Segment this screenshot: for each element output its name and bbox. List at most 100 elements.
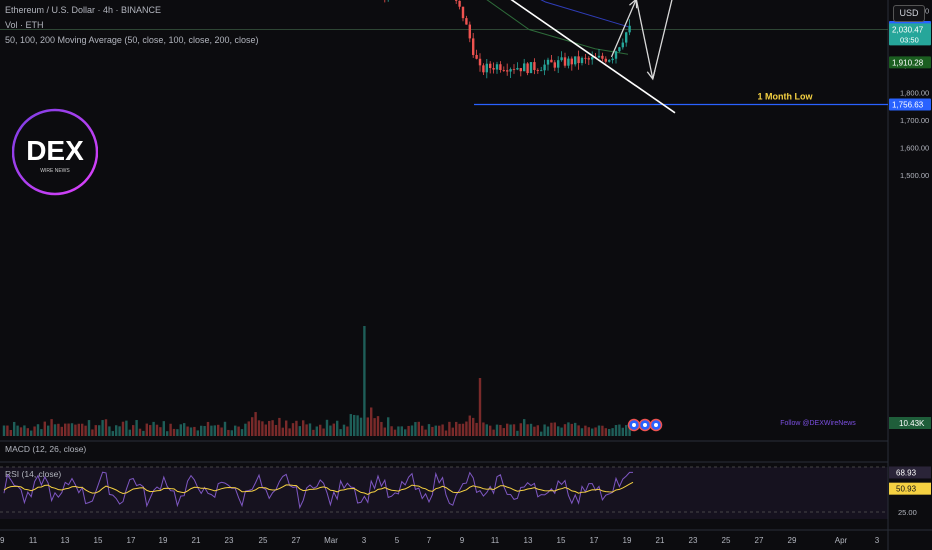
- volume-bar: [183, 423, 186, 436]
- volume-bar: [111, 431, 114, 436]
- volume-bar: [308, 423, 312, 436]
- volume-bar: [502, 428, 505, 436]
- volume-bar: [128, 429, 131, 436]
- candle-body: [580, 57, 584, 64]
- event-flag-icon: [649, 418, 663, 432]
- candle-body: [478, 58, 482, 66]
- volume-bar: [499, 424, 502, 436]
- volume-bar: [43, 421, 46, 436]
- volume-bar: [223, 421, 227, 436]
- volume-bar: [125, 420, 128, 436]
- logo-subtext: WIRE NEWS: [40, 168, 70, 174]
- time-axis-tick: 15: [94, 536, 103, 545]
- candle-body: [587, 58, 590, 60]
- volume-bar: [291, 423, 295, 436]
- volume-bar: [332, 423, 335, 436]
- time-axis-tick: Apr: [835, 536, 848, 545]
- volume-bar: [366, 417, 369, 436]
- volume-bar: [529, 423, 533, 436]
- currency-button[interactable]: USD: [893, 5, 925, 22]
- volume-bar: [121, 421, 125, 436]
- volume-bar: [560, 427, 563, 436]
- volume-bar: [373, 418, 376, 436]
- volume-tag: [889, 417, 931, 429]
- time-axis-tick: 17: [127, 536, 136, 545]
- volume-bar: [70, 423, 74, 436]
- price-tag: [889, 56, 931, 69]
- volume-bar: [325, 419, 329, 436]
- time-axis-tick: 13: [524, 536, 533, 545]
- volume-bar: [81, 423, 84, 436]
- time-axis-tick: 19: [159, 536, 168, 545]
- time-axis-tick: 11: [29, 536, 38, 545]
- candle-body: [601, 55, 604, 59]
- volume-bar: [597, 425, 601, 436]
- volume-bar: [74, 424, 77, 436]
- volume-bar: [434, 425, 437, 436]
- volume-bar: [618, 424, 621, 436]
- volume-bar: [546, 426, 550, 436]
- volume-bar: [16, 425, 19, 436]
- volume-bar: [271, 420, 274, 436]
- time-axis-tick: 27: [292, 536, 301, 545]
- volume-bar: [584, 425, 587, 436]
- volume-bar: [387, 417, 390, 436]
- price-tag: [889, 98, 931, 111]
- volume-bar: [523, 419, 526, 436]
- projection-path: [610, 0, 673, 80]
- candle-body: [465, 18, 468, 25]
- time-axis-tick: 9: [0, 536, 5, 545]
- candle-body: [628, 25, 631, 33]
- candle-body: [550, 59, 553, 63]
- rsi-label: RSI (14, close): [5, 469, 61, 479]
- volume-bar: [485, 424, 488, 436]
- candle-body: [543, 64, 546, 71]
- event-flag-icon: [627, 418, 641, 432]
- candle-body: [516, 68, 519, 70]
- volume-bar: [281, 427, 284, 436]
- volume-bar: [227, 429, 230, 436]
- volume-bar: [251, 417, 254, 436]
- volume-bar: [339, 429, 342, 436]
- volume-bar: [104, 419, 108, 436]
- volume-bar: [200, 425, 203, 436]
- candle-body: [499, 64, 502, 70]
- price-tag: [889, 23, 931, 46]
- volume-bar: [264, 424, 267, 436]
- volume-bar: [417, 421, 420, 436]
- volume-bar: [145, 423, 148, 436]
- volume-bar: [203, 425, 206, 436]
- volume-bar: [274, 424, 278, 436]
- rsi-ma-line: [3, 481, 634, 495]
- watermark: Follow @DEXWireNews: [780, 420, 856, 427]
- volume-bar: [240, 429, 244, 436]
- volume-bar: [455, 421, 458, 436]
- volume-bar: [220, 427, 223, 436]
- volume-bar: [461, 423, 465, 436]
- volume-bar: [601, 425, 604, 436]
- volume-bar: [217, 424, 220, 436]
- volume-bar: [77, 423, 80, 436]
- time-axis-tick: 21: [192, 536, 201, 545]
- rsi-ma-tag-label: 50.93: [896, 485, 917, 494]
- volume-bar: [186, 426, 189, 436]
- time-axis-tick: 11: [491, 536, 500, 545]
- volume-bar: [268, 420, 271, 436]
- volume-bar: [50, 419, 53, 436]
- volume-bar: [577, 425, 580, 436]
- projection-arrowhead: [629, 0, 638, 9]
- candle-body: [523, 63, 526, 72]
- candle-body: [492, 68, 495, 70]
- volume-bar: [247, 421, 250, 436]
- volume-bar: [101, 420, 104, 436]
- volume-bar: [400, 426, 403, 436]
- price-tag-label: 1,910.28: [892, 58, 924, 67]
- volume-bar: [169, 423, 172, 436]
- volume-bar: [23, 425, 26, 436]
- candle-body: [614, 51, 618, 59]
- time-axis-tick: 3: [362, 536, 367, 545]
- projection-arrowhead: [646, 69, 656, 81]
- volume-bar: [441, 424, 444, 436]
- time-axis-tick: 7: [427, 536, 432, 545]
